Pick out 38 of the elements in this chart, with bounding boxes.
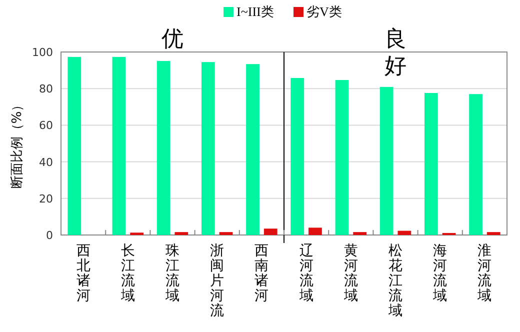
bar: [469, 94, 482, 235]
y-tick-label: 60: [39, 119, 53, 132]
x-tick-label: 辽河流域: [298, 243, 314, 304]
x-tick-label: 松花江流域: [388, 243, 402, 319]
text: 优: [162, 27, 184, 52]
x-tick-label: 淮河流域: [476, 243, 492, 304]
bar: [68, 56, 82, 235]
y-tick-label: 100: [32, 46, 53, 59]
bar: [424, 92, 438, 235]
bar: [219, 232, 233, 235]
bar: [353, 232, 367, 235]
bar: [112, 56, 126, 235]
bar: [290, 78, 304, 235]
legend-label: I~III类: [236, 4, 274, 19]
bar: [335, 80, 349, 235]
x-tick-label: 西南诸河: [254, 243, 269, 304]
bar: [246, 64, 260, 235]
y-tick-label: 20: [39, 192, 53, 206]
x-tick-label: 黄河流域: [342, 243, 358, 304]
x-tick-label: 西北诸河: [76, 243, 90, 304]
annotation: 良好: [384, 27, 406, 79]
bar: [486, 232, 500, 235]
y-tick-label: 40: [39, 156, 53, 169]
legend-label: 劣V类: [306, 4, 342, 19]
x-tick-label: 长江流域: [120, 243, 135, 304]
bar: [201, 62, 215, 235]
bar: [308, 228, 322, 235]
bar: [174, 232, 188, 235]
bar: [398, 230, 412, 235]
x-tick-label: 珠江流域: [164, 243, 180, 304]
bar: [264, 228, 278, 235]
x-tick-label: 浙闽片河流: [210, 243, 224, 319]
bar: [380, 86, 394, 235]
y-axis-title: 断面比例（%）: [10, 98, 25, 189]
bar: [156, 60, 170, 235]
y-tick-label: 0: [46, 229, 53, 242]
y-tick-label: 80: [39, 82, 53, 96]
x-tick-label: 海河流域: [432, 243, 448, 304]
